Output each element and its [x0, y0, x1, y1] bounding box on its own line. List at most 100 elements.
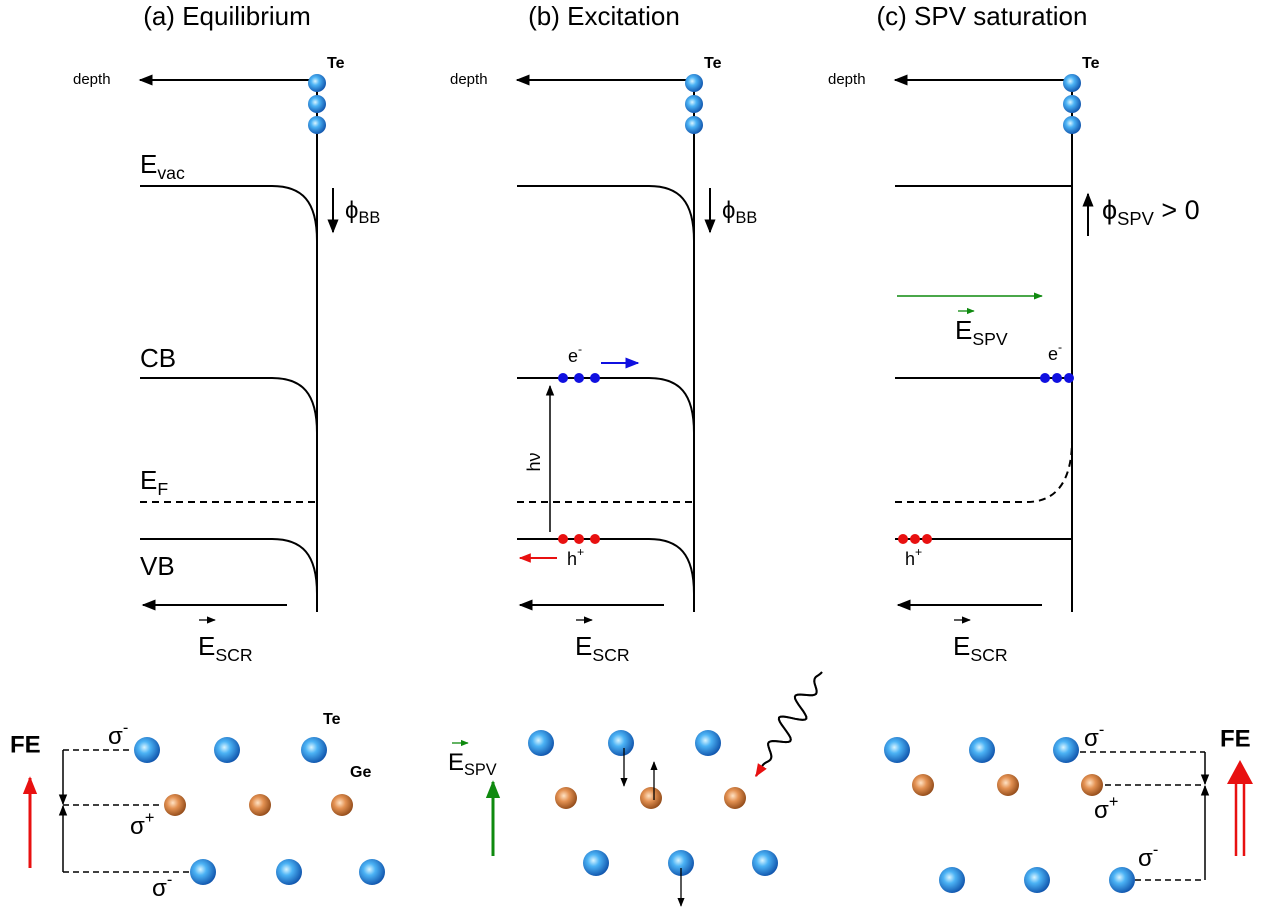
te-atom [134, 737, 160, 763]
spv-field-label: ESPV [448, 749, 497, 779]
hole [910, 534, 920, 544]
te-atom [969, 737, 995, 763]
hole-label-sup: + [577, 545, 584, 559]
photon-tip [756, 769, 760, 776]
potential-label: ϕSPV > 0 [1102, 195, 1200, 229]
hole [574, 534, 584, 544]
page: (a) EquilibriumdepthTeESCRϕBB(b) Excitat… [0, 0, 1275, 911]
charge-label-sup: + [1109, 793, 1119, 811]
charge-label-main: σ [130, 813, 145, 840]
te-atom [1024, 867, 1050, 893]
field-label: ESCR [953, 631, 1008, 665]
spv-field-label-main: E [448, 749, 464, 776]
ge-atom [249, 794, 271, 816]
hole-label: h+ [567, 545, 584, 568]
te-atom [276, 859, 302, 885]
charge-label: σ- [152, 871, 172, 902]
te-atom [752, 850, 778, 876]
surface-atom [1063, 116, 1081, 134]
band-label: VB [140, 551, 175, 581]
surface-atom [685, 74, 703, 92]
hole [558, 534, 568, 544]
panel-title: (b) Excitation [528, 1, 680, 31]
charge-label-sup: + [145, 809, 155, 827]
charge-label-main: σ [152, 875, 167, 902]
hole-label-main: h [567, 549, 577, 569]
electron [1040, 373, 1050, 383]
charge-label-main: σ [108, 723, 123, 750]
charge-label: σ- [1138, 841, 1158, 872]
electron-label: e- [1048, 340, 1062, 363]
band [517, 378, 694, 433]
ge-label: Ge [350, 764, 371, 781]
ge-atom [640, 787, 662, 809]
te-atom [359, 859, 385, 885]
electron-label-sup: - [1058, 340, 1062, 354]
band [517, 539, 694, 594]
hole [922, 534, 932, 544]
surface-atom-label: Te [327, 55, 345, 72]
hole [590, 534, 600, 544]
charge-label: σ+ [130, 809, 154, 840]
charge-label-sup: - [1099, 721, 1104, 739]
spv-field-label: ESPV [955, 315, 1008, 349]
hole-label-main: h [905, 549, 915, 569]
field-label-sub: SCR [970, 644, 1007, 664]
hole-label: h+ [905, 545, 922, 568]
depth-label: depth [73, 71, 111, 88]
charge-label-main: σ [1084, 725, 1099, 752]
te-label: Te [323, 711, 341, 728]
field-label: ESCR [575, 631, 630, 665]
band [517, 186, 694, 241]
electron-label-main: e [568, 346, 578, 366]
charge-label: σ+ [1094, 793, 1118, 824]
surface-atom-label: Te [1082, 55, 1100, 72]
potential-label-main: ϕ [722, 197, 735, 224]
ge-atom [1081, 774, 1103, 796]
potential-label-sub: BB [358, 210, 380, 228]
ge-atom [164, 794, 186, 816]
band-label-main: E [140, 149, 157, 179]
band-label-sub: vac [157, 162, 185, 182]
field-label-main: E [575, 631, 592, 661]
potential-label-rest: > 0 [1154, 195, 1200, 225]
te-atom [608, 730, 634, 756]
surface-atom [308, 74, 326, 92]
surface-atom [1063, 74, 1081, 92]
surface-atom [685, 95, 703, 113]
te-atom [214, 737, 240, 763]
ge-atom [912, 774, 934, 796]
spv-field-label-main: E [955, 315, 972, 345]
photon-glow [756, 672, 822, 776]
charge-label-main: σ [1094, 797, 1109, 824]
field-label-sub: SCR [215, 644, 252, 664]
depth-label: depth [828, 71, 866, 88]
band-label-sub: F [157, 478, 168, 498]
photon [756, 672, 822, 776]
ge-atom [555, 787, 577, 809]
fermi-level [895, 440, 1072, 502]
charge-label-sup: - [1153, 841, 1158, 859]
te-atom [1053, 737, 1079, 763]
potential-label-main: ϕ [345, 197, 358, 224]
electron [1064, 373, 1074, 383]
polarization-arrowhead [1227, 760, 1253, 784]
te-atom [695, 730, 721, 756]
panel-title: (c) SPV saturation [877, 1, 1088, 31]
te-atom [190, 859, 216, 885]
surface-atom-label: Te [704, 55, 722, 72]
polarization-label: FE [10, 731, 41, 758]
surface-atom [685, 116, 703, 134]
panel-title: (a) Equilibrium [143, 1, 311, 31]
charge-label: σ- [1084, 721, 1104, 752]
potential-label-main: ϕ [1102, 195, 1117, 225]
field-label: ESCR [198, 631, 253, 665]
spv-field-label-sub: SPV [464, 762, 497, 780]
electron [558, 373, 568, 383]
surface-atom [308, 116, 326, 134]
electron-label: e- [568, 342, 582, 365]
potential-label: ϕBB [722, 197, 757, 227]
te-atom [939, 867, 965, 893]
electron [1052, 373, 1062, 383]
polarization-label: FE [1220, 725, 1251, 752]
